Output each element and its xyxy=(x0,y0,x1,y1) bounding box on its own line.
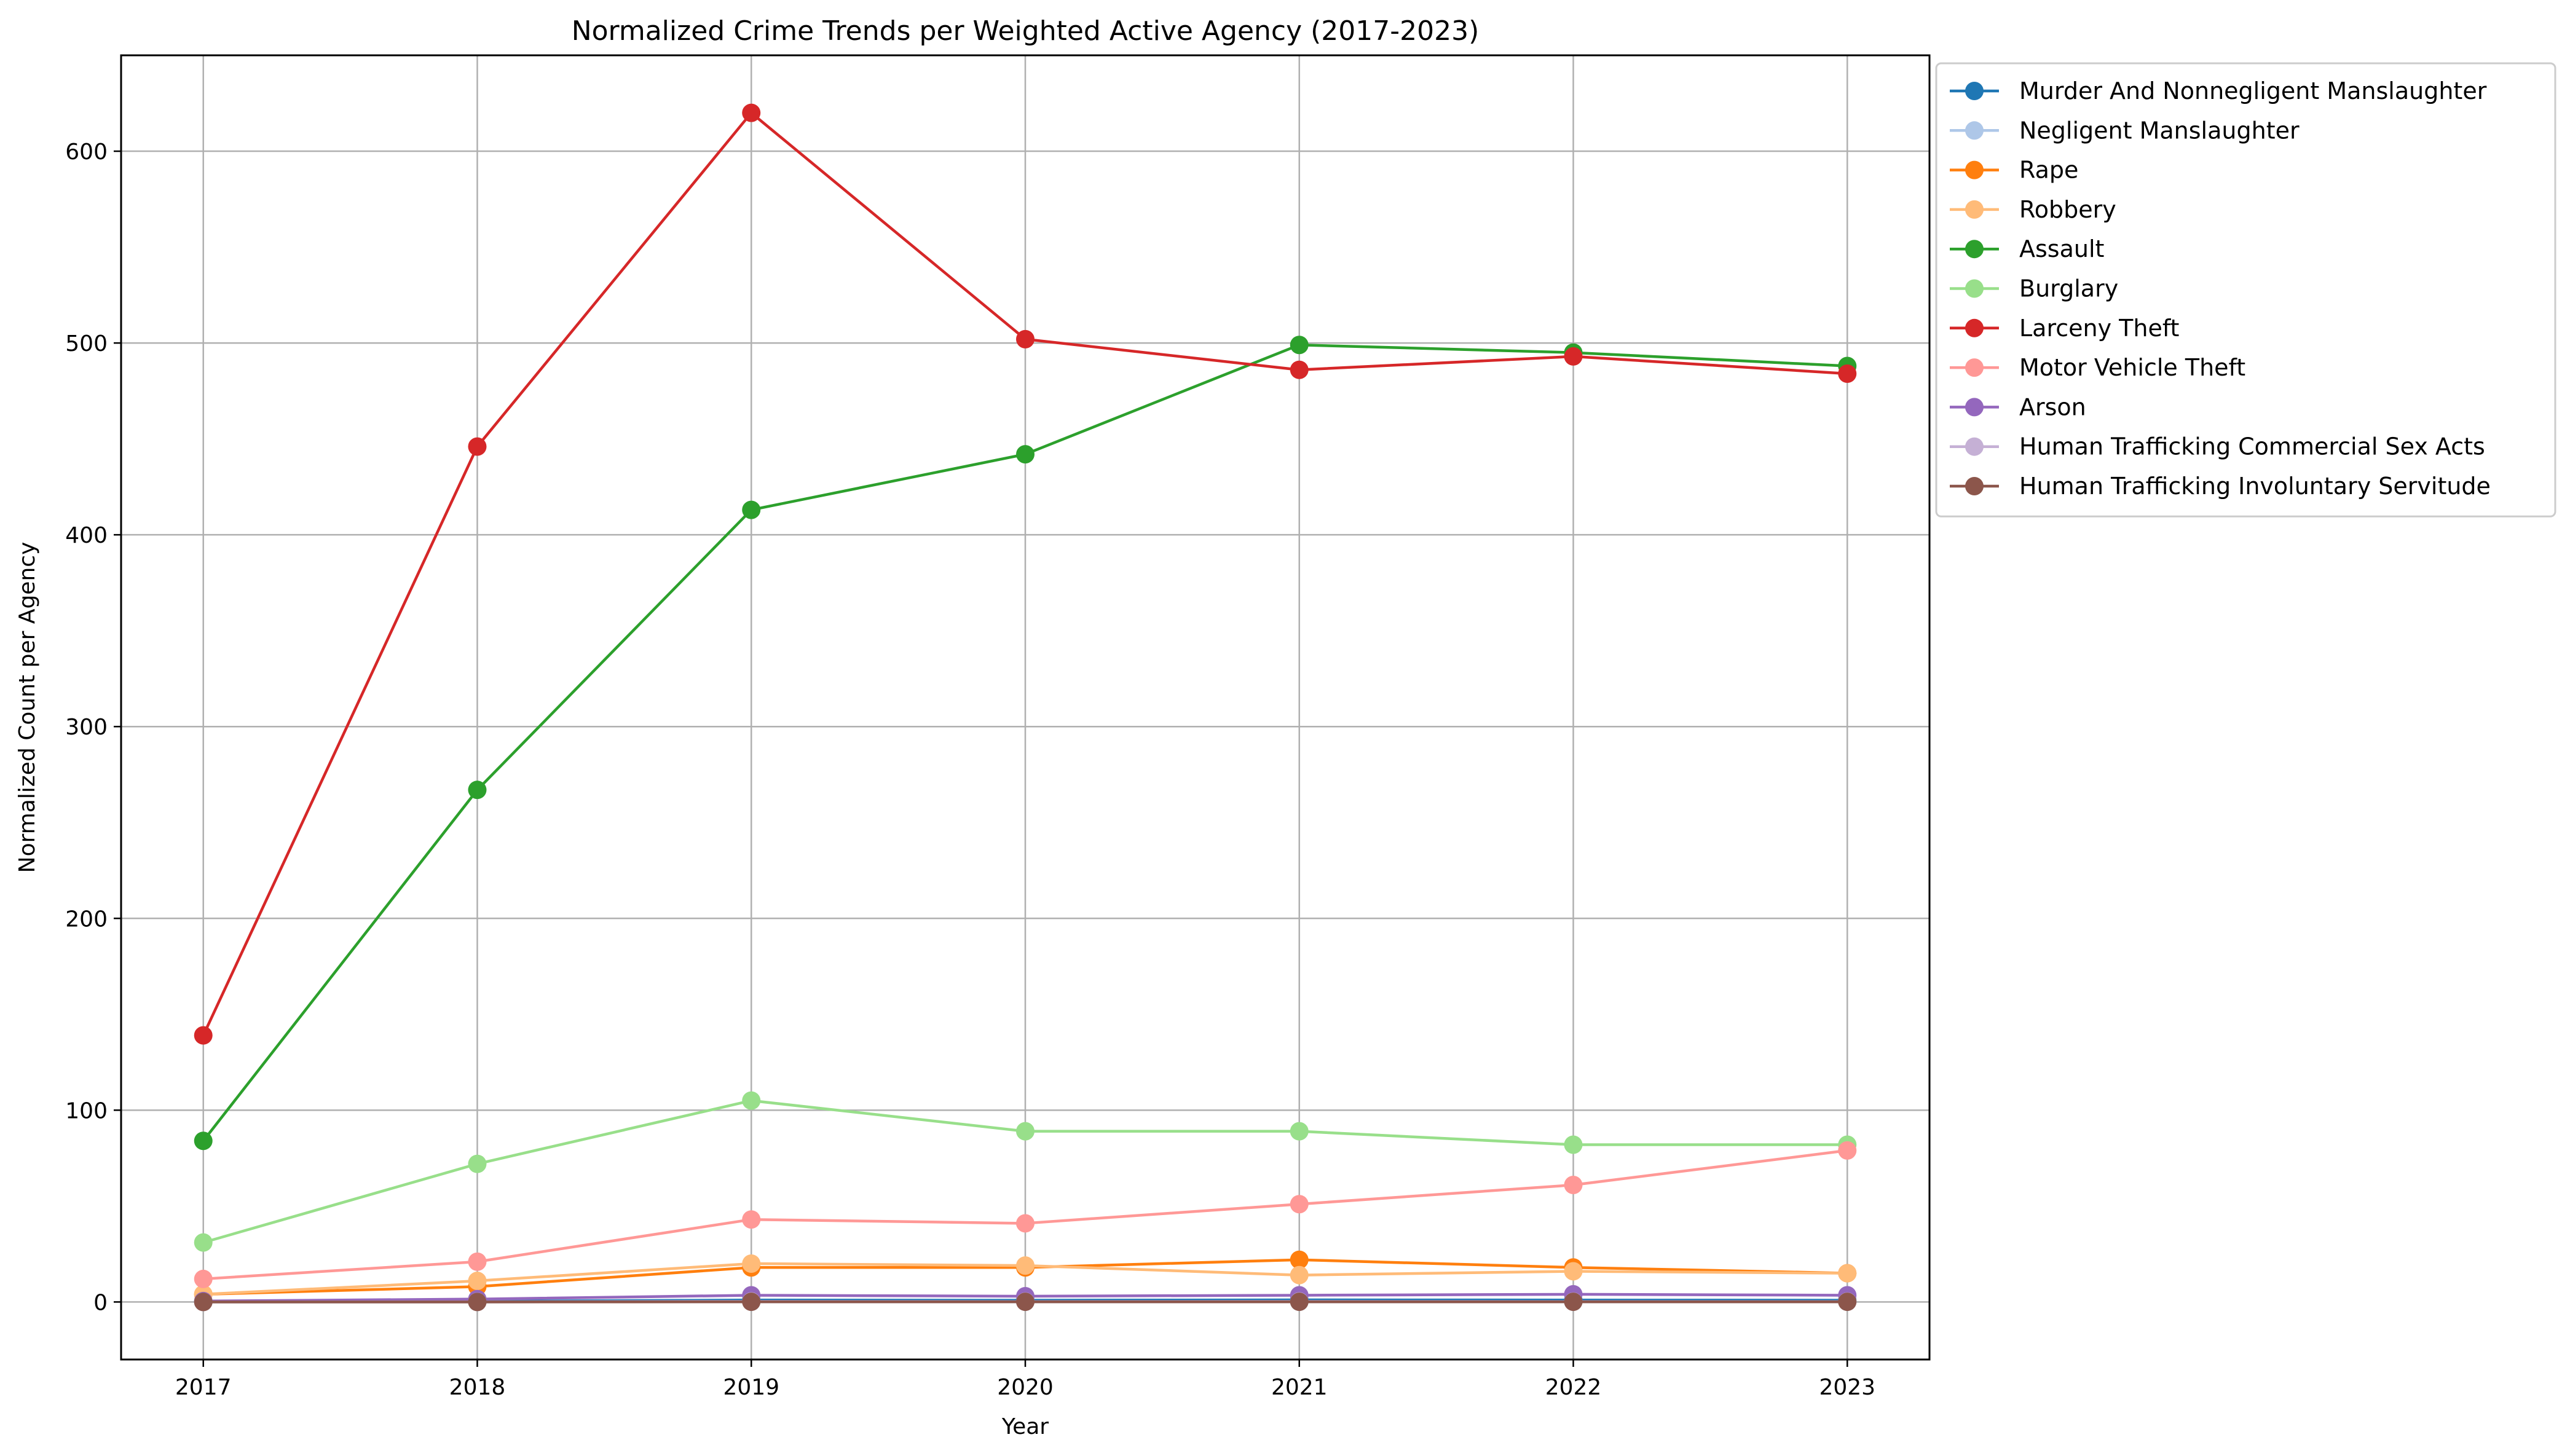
data-point xyxy=(468,1155,486,1173)
x-tick-label: 2022 xyxy=(1545,1375,1602,1400)
data-point xyxy=(742,1293,760,1311)
y-tick-label: 300 xyxy=(65,715,108,740)
legend-swatch-marker xyxy=(1965,200,1984,219)
x-tick-label: 2018 xyxy=(449,1375,506,1400)
legend-label: Rape xyxy=(2019,157,2078,184)
data-point xyxy=(1290,1122,1309,1141)
data-point xyxy=(1838,1293,1856,1311)
data-point xyxy=(194,1131,213,1150)
legend-label: Human Trafficking Commercial Sex Acts xyxy=(2019,433,2485,460)
legend-label: Murder And Nonnegligent Manslaughter xyxy=(2019,77,2487,104)
legend-label: Robbery xyxy=(2019,196,2116,223)
data-point xyxy=(1290,336,1309,354)
data-point xyxy=(742,104,760,122)
data-point xyxy=(194,1293,213,1311)
data-point xyxy=(742,501,760,519)
x-axis-label: Year xyxy=(1001,1414,1049,1439)
legend-swatch-marker xyxy=(1965,398,1984,416)
data-point xyxy=(1016,1214,1035,1232)
data-point xyxy=(468,1293,486,1311)
legend-swatch-marker xyxy=(1965,358,1984,377)
legend-label: Assault xyxy=(2019,235,2104,262)
x-tick-label: 2017 xyxy=(175,1375,232,1400)
legend-item: Human Trafficking Involuntary Servitude xyxy=(1950,473,2491,500)
legend-label: Motor Vehicle Theft xyxy=(2019,354,2245,381)
data-point xyxy=(1564,1135,1583,1154)
legend-label: Human Trafficking Involuntary Servitude xyxy=(2019,473,2491,500)
legend-swatch-marker xyxy=(1965,438,1984,456)
legend-label: Larceny Theft xyxy=(2019,315,2179,342)
legend-swatch-marker xyxy=(1965,280,1984,298)
legend-swatch-marker xyxy=(1965,121,1984,140)
data-point xyxy=(1290,1195,1309,1213)
data-point xyxy=(194,1270,213,1288)
data-point xyxy=(1564,347,1583,366)
y-tick-label: 600 xyxy=(65,140,108,165)
data-point xyxy=(1838,1141,1856,1160)
legend-swatch-marker xyxy=(1965,240,1984,258)
data-point xyxy=(1564,1262,1583,1280)
x-tick-label: 2019 xyxy=(723,1375,779,1400)
x-tick-label: 2021 xyxy=(1271,1375,1328,1400)
data-point xyxy=(742,1210,760,1229)
y-tick-label: 400 xyxy=(65,523,108,548)
data-point xyxy=(1016,1256,1035,1275)
data-point xyxy=(468,1272,486,1290)
data-point xyxy=(1838,1264,1856,1283)
legend-swatch-marker xyxy=(1965,82,1984,100)
legend-swatch-marker xyxy=(1965,161,1984,179)
data-point xyxy=(468,438,486,456)
chart-title: Normalized Crime Trends per Weighted Act… xyxy=(572,15,1480,47)
data-point xyxy=(1016,330,1035,348)
legend-label: Arson xyxy=(2019,393,2086,420)
y-tick-label: 500 xyxy=(65,331,108,356)
legend-label: Negligent Manslaughter xyxy=(2019,117,2300,144)
data-point xyxy=(1838,364,1856,383)
y-tick-label: 100 xyxy=(65,1098,108,1123)
data-point xyxy=(1564,1176,1583,1194)
y-tick-label: 0 xyxy=(93,1290,108,1315)
legend-swatch-marker xyxy=(1965,477,1984,495)
x-tick-label: 2023 xyxy=(1819,1375,1875,1400)
data-point xyxy=(468,781,486,799)
x-tick-label: 2020 xyxy=(997,1375,1054,1400)
y-tick-label: 200 xyxy=(65,907,108,932)
legend-label: Burglary xyxy=(2019,275,2118,302)
data-point xyxy=(1564,1293,1583,1311)
data-point xyxy=(194,1234,213,1252)
data-point xyxy=(1290,361,1309,379)
legend-item: Murder And Nonnegligent Manslaughter xyxy=(1950,77,2487,104)
legend-item: Human Trafficking Commercial Sex Acts xyxy=(1950,433,2485,460)
data-point xyxy=(742,1254,760,1273)
data-point xyxy=(194,1026,213,1045)
legend: Murder And Nonnegligent Manslaughter Negl… xyxy=(1936,63,2555,516)
data-point xyxy=(742,1092,760,1110)
data-point xyxy=(1016,1122,1035,1141)
legend-swatch-marker xyxy=(1965,319,1984,337)
data-point xyxy=(1016,445,1035,463)
data-point xyxy=(1290,1266,1309,1285)
data-point xyxy=(468,1253,486,1271)
data-point xyxy=(1290,1293,1309,1311)
y-axis-label: Normalized Count per Agency xyxy=(15,542,40,873)
data-point xyxy=(1016,1293,1035,1311)
